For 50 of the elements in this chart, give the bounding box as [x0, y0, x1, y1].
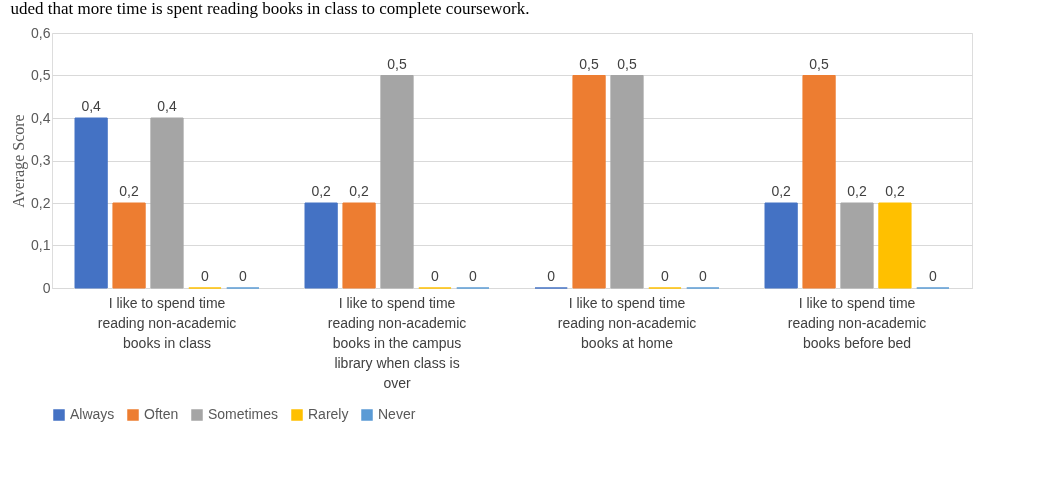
data-label: 0,5: [617, 55, 637, 72]
data-label: 0,2: [349, 183, 369, 199]
data-label: 0: [238, 268, 247, 284]
data-label: 0,4: [157, 98, 177, 114]
bar: [150, 117, 184, 289]
bar: [840, 202, 874, 289]
y-axis-title: Average Score: [10, 114, 29, 208]
y-tick-label: 0: [42, 279, 51, 296]
x-tick-label: I like to spend time reading non-academic books at home: [557, 294, 697, 351]
legend-label: Often: [144, 406, 179, 422]
data-label: 0: [661, 268, 670, 284]
legend-label: Sometimes: [208, 406, 279, 422]
legend-label: Rarely: [308, 406, 349, 422]
y-tick-label: 0,3: [31, 152, 51, 168]
data-label: 0,2: [119, 183, 139, 199]
data-label: 0: [431, 268, 440, 284]
bar: [572, 75, 606, 289]
text: uded that more time is spent reading books in class to complete coursework.: [10, 0, 530, 18]
bar: [764, 202, 798, 289]
x-tick-label: I like to spend time reading non-academic books in class: [97, 294, 237, 351]
bar: [74, 117, 108, 289]
legend-label: Never: [378, 406, 416, 422]
data-label: 0: [468, 268, 477, 284]
legend-label: Always: [70, 406, 115, 422]
bar: [342, 202, 376, 289]
data-label: 0,5: [387, 55, 407, 72]
y-tick-label: 0,2: [31, 194, 51, 211]
data-label: 0: [698, 268, 707, 284]
y-tick-label: 0,6: [31, 24, 51, 41]
bar: [610, 75, 644, 289]
x-tick-label: I like to spend time reading non-academic books in the campus library when class is over: [327, 294, 467, 391]
data-label: 0: [928, 268, 937, 284]
bar: [878, 202, 912, 289]
data-label: 0: [201, 268, 210, 284]
data-label: 0: [547, 268, 556, 284]
bar: [112, 202, 146, 289]
y-tick-label: 0,5: [31, 67, 51, 83]
bar: [802, 75, 836, 289]
data-label: 0,2: [311, 183, 332, 199]
data-label: 0,2: [847, 183, 867, 199]
data-label: 0,5: [809, 55, 829, 72]
data-label: 0,2: [771, 183, 792, 199]
data-label: 0,2: [885, 183, 905, 199]
bar: [304, 202, 338, 289]
x-tick-label: I like to spend time reading non-academic books before bed: [787, 294, 927, 351]
y-tick-label: 0,1: [31, 237, 51, 253]
data-label: 0,4: [81, 98, 102, 114]
y-tick-label: 0,4: [31, 109, 51, 126]
data-label: 0,5: [579, 55, 599, 72]
bar: [380, 75, 414, 289]
